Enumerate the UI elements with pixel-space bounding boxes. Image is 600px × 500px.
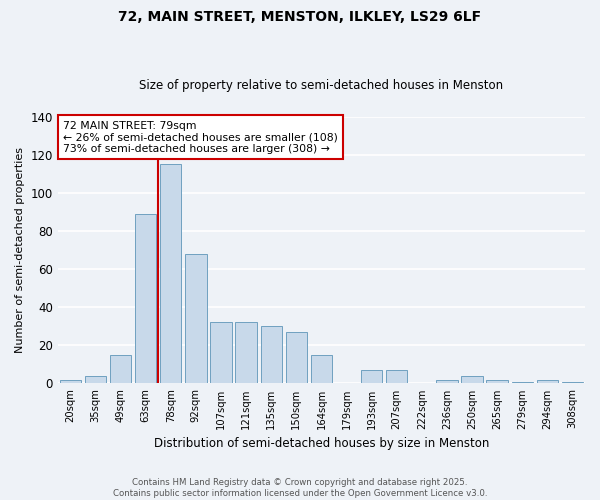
Text: 72 MAIN STREET: 79sqm
← 26% of semi-detached houses are smaller (108)
73% of sem: 72 MAIN STREET: 79sqm ← 26% of semi-deta… [63,121,338,154]
Bar [110,355,131,384]
Bar [487,380,508,384]
Bar [536,380,558,384]
Bar [562,382,583,384]
Bar [235,322,257,384]
Title: Size of property relative to semi-detached houses in Menston: Size of property relative to semi-detach… [139,79,503,92]
Bar [59,380,81,384]
Bar [211,322,232,384]
Bar [512,382,533,384]
Text: 72, MAIN STREET, MENSTON, ILKLEY, LS29 6LF: 72, MAIN STREET, MENSTON, ILKLEY, LS29 6… [118,10,482,24]
Bar [135,214,157,384]
Y-axis label: Number of semi-detached properties: Number of semi-detached properties [15,147,25,353]
Bar [85,376,106,384]
X-axis label: Distribution of semi-detached houses by size in Menston: Distribution of semi-detached houses by … [154,437,489,450]
Bar [260,326,282,384]
Bar [286,332,307,384]
Bar [185,254,206,384]
Bar [160,164,181,384]
Bar [386,370,407,384]
Bar [436,380,458,384]
Bar [361,370,382,384]
Text: Contains HM Land Registry data © Crown copyright and database right 2025.
Contai: Contains HM Land Registry data © Crown c… [113,478,487,498]
Bar [461,376,482,384]
Bar [311,355,332,384]
